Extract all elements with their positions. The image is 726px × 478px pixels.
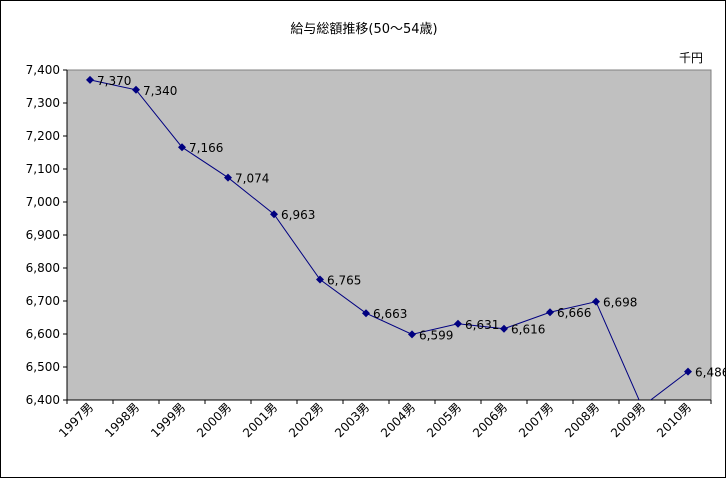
data-label: 6,616 xyxy=(511,323,545,337)
y-tick-label: 6,700 xyxy=(26,294,60,308)
x-tick-label: 1998男 xyxy=(102,400,142,440)
data-point-marker xyxy=(408,330,416,339)
data-label: 7,340 xyxy=(143,84,177,98)
data-point-marker xyxy=(316,275,324,284)
data-point-marker xyxy=(132,85,140,94)
data-label: 6,486 xyxy=(695,366,725,380)
data-point-marker xyxy=(592,297,600,306)
data-point-marker xyxy=(224,173,232,182)
data-label: 6,631 xyxy=(465,318,499,332)
x-tick-label: 2004男 xyxy=(378,400,418,440)
series-line xyxy=(89,79,689,400)
data-label: 6,698 xyxy=(603,296,637,310)
series-group: 7,370 7,340 7,166 7,074 6,963 6,765 6,663 6,599… xyxy=(86,74,725,400)
y-tick-label: 6,500 xyxy=(26,360,60,374)
data-label: 6,666 xyxy=(557,306,591,320)
x-tick-label: 2008男 xyxy=(562,400,602,440)
data-label: 6,963 xyxy=(281,208,315,222)
data-point-marker xyxy=(362,309,370,318)
x-tick-label: 1999男 xyxy=(148,400,188,440)
y-ticks: 6,400 6,500 6,600 6,700 6,800 6,900 7,000 7,100… xyxy=(26,63,67,407)
data-point-marker xyxy=(86,75,94,84)
y-tick-label: 6,900 xyxy=(26,228,60,242)
data-point-marker xyxy=(454,319,462,328)
data-point-marker xyxy=(178,143,186,152)
x-tick-label: 2010男 xyxy=(654,400,694,440)
data-point-marker xyxy=(270,210,278,219)
data-point-marker xyxy=(684,367,692,376)
plot-area xyxy=(66,69,712,401)
x-tick-label: 2003男 xyxy=(332,400,372,440)
data-point-marker xyxy=(500,324,508,333)
y-tick-label: 7,300 xyxy=(26,96,60,110)
x-tick-label: 2001男 xyxy=(240,400,280,440)
y-tick-label: 6,800 xyxy=(26,261,60,275)
x-tick-label: 2000男 xyxy=(194,400,234,440)
x-tick-label: 2002男 xyxy=(286,400,326,440)
data-label: 7,370 xyxy=(97,74,131,88)
chart-title: 給与総額推移(50～54歳) xyxy=(290,22,437,37)
y-tick-label: 7,400 xyxy=(26,63,60,77)
x-tick-label: 2009男 xyxy=(608,400,648,440)
data-label: 7,074 xyxy=(235,172,269,186)
x-tick-label: 2007男 xyxy=(516,400,556,440)
data-label: 6,765 xyxy=(327,274,361,288)
data-label: 7,166 xyxy=(189,141,223,155)
y-tick-label: 7,200 xyxy=(26,129,60,143)
data-point-marker xyxy=(546,308,554,317)
x-tick-label: 1997男 xyxy=(56,400,96,440)
data-label: 6,599 xyxy=(419,328,453,342)
x-ticks: 1997男 1998男 1999男 2000男 2001男 2002男 2003男 2004男… xyxy=(56,400,712,440)
y-tick-label: 6,400 xyxy=(26,393,60,407)
x-tick-label: 2005男 xyxy=(424,400,464,440)
unit-label: 千円 xyxy=(679,51,703,65)
x-tick-label: 2006男 xyxy=(470,400,510,440)
y-tick-label: 6,600 xyxy=(26,327,60,341)
y-tick-label: 7,000 xyxy=(26,195,60,209)
data-label: 6,663 xyxy=(373,307,407,321)
y-tick-label: 7,100 xyxy=(26,162,60,176)
